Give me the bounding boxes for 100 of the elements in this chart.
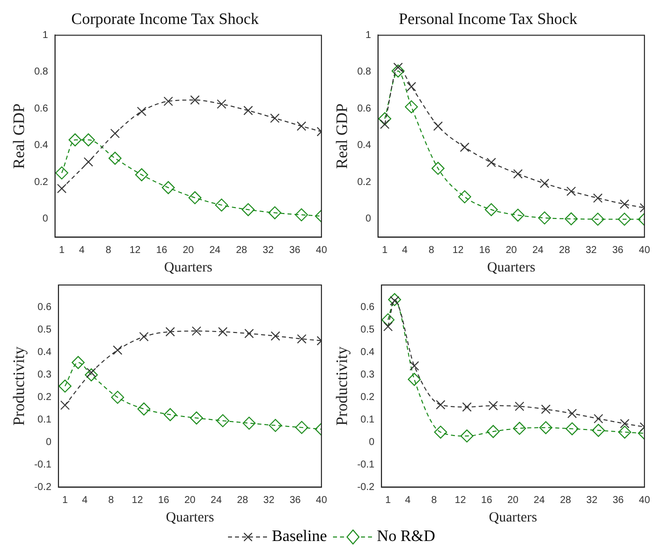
legend-label: Baseline bbox=[272, 528, 327, 546]
x-tick-label: 36 bbox=[290, 494, 302, 506]
x-axis-title: Quarters bbox=[488, 510, 538, 526]
x-tick-label: 40 bbox=[316, 494, 328, 506]
point bbox=[190, 412, 204, 425]
y-tick-label: -0.1 bbox=[357, 459, 375, 470]
x-tick-label: 28 bbox=[560, 494, 572, 506]
x-tick-label: 12 bbox=[129, 244, 141, 256]
point bbox=[460, 142, 470, 152]
point bbox=[511, 208, 524, 222]
point bbox=[162, 181, 175, 194]
point bbox=[564, 212, 578, 226]
point bbox=[57, 184, 67, 194]
x-tick-label: 8 bbox=[108, 494, 114, 506]
point bbox=[566, 186, 576, 196]
x-tick-label: 12 bbox=[454, 494, 466, 506]
point bbox=[216, 99, 226, 109]
point bbox=[404, 100, 418, 114]
point bbox=[566, 422, 579, 436]
point bbox=[108, 152, 122, 165]
point bbox=[432, 162, 445, 175]
y-tick-label: 0.4 bbox=[38, 347, 52, 358]
x-tick-label: 4 bbox=[82, 494, 88, 506]
point bbox=[84, 157, 94, 167]
y-tick-label: 0.2 bbox=[34, 176, 49, 188]
chart-title: Personal Income Tax Shock bbox=[398, 10, 578, 28]
point bbox=[618, 212, 631, 226]
point bbox=[111, 390, 124, 404]
point bbox=[296, 121, 306, 131]
chart-title: Corporate Income Tax Shock bbox=[71, 10, 259, 28]
x-tick-label: 1 bbox=[58, 244, 65, 256]
point bbox=[433, 121, 443, 131]
y-axis-title: Productivity bbox=[10, 346, 28, 426]
x-tick-label: 28 bbox=[236, 494, 249, 506]
point bbox=[295, 420, 308, 434]
point bbox=[488, 400, 498, 410]
x-tick-label: 16 bbox=[156, 244, 168, 256]
x-tick-label: 16 bbox=[479, 244, 491, 256]
x-axis-title: Quarters bbox=[166, 510, 214, 526]
point bbox=[392, 64, 405, 78]
point bbox=[215, 198, 228, 212]
point bbox=[135, 168, 148, 182]
y-tick-label: 0.6 bbox=[34, 103, 49, 114]
y-tick-label: 0.6 bbox=[357, 103, 372, 114]
y-tick-label: 0.8 bbox=[34, 66, 49, 78]
point bbox=[460, 429, 474, 442]
y-tick-label: 0.8 bbox=[357, 66, 372, 78]
y-tick-label: -0.2 bbox=[34, 482, 52, 493]
y-tick-label: 1 bbox=[366, 30, 372, 41]
x-tick-label: 32 bbox=[263, 494, 275, 506]
point bbox=[84, 368, 98, 382]
y-tick-label: -0.1 bbox=[34, 459, 52, 470]
y-tick-label: 0.1 bbox=[38, 414, 52, 426]
x-tick-label: 8 bbox=[431, 494, 438, 506]
x-tick-label: 16 bbox=[158, 494, 170, 506]
point bbox=[458, 190, 472, 204]
point bbox=[382, 313, 395, 326]
point bbox=[72, 356, 85, 370]
y-tick-label: 0 bbox=[46, 437, 52, 448]
point bbox=[137, 402, 150, 416]
y-tick-label: 0.6 bbox=[38, 302, 52, 314]
point bbox=[216, 414, 230, 428]
point bbox=[380, 120, 390, 130]
y-tick-label: 0.3 bbox=[360, 370, 375, 381]
point bbox=[60, 400, 70, 410]
point bbox=[139, 332, 149, 342]
y-tick-label: 0.1 bbox=[360, 414, 375, 426]
x-tick-label: 24 bbox=[532, 244, 544, 256]
point bbox=[591, 212, 604, 226]
x-tick-label: 20 bbox=[184, 494, 196, 506]
point bbox=[165, 326, 175, 336]
x-axis-title: Quarters bbox=[164, 260, 212, 276]
x-axis-title: Quarters bbox=[487, 260, 536, 276]
point bbox=[58, 380, 72, 393]
x-tick-label: 40 bbox=[638, 244, 650, 256]
x-tick-label: 12 bbox=[132, 494, 144, 506]
x-tick-label: 16 bbox=[481, 494, 493, 506]
point bbox=[484, 203, 498, 216]
y-tick-label: 0.2 bbox=[357, 176, 372, 188]
x-tick-label: 4 bbox=[402, 244, 408, 256]
y-tick-label: 0.2 bbox=[38, 392, 52, 404]
x-tick-label: 20 bbox=[506, 244, 518, 256]
point bbox=[296, 334, 306, 344]
x-tick-label: 4 bbox=[404, 494, 411, 506]
x-tick-label: 4 bbox=[78, 244, 85, 256]
point bbox=[567, 408, 577, 418]
x-tick-label: 32 bbox=[262, 244, 274, 256]
point bbox=[55, 166, 68, 180]
y-tick-label: 0 bbox=[368, 437, 375, 448]
point bbox=[406, 82, 416, 92]
point bbox=[434, 426, 448, 439]
point bbox=[513, 169, 523, 179]
point bbox=[514, 402, 524, 412]
y-axis-title: Productivity bbox=[334, 346, 351, 426]
x-tick-label: 36 bbox=[612, 244, 624, 256]
point bbox=[462, 402, 472, 412]
point bbox=[268, 206, 282, 220]
y-tick-label: 0.4 bbox=[34, 140, 49, 152]
point bbox=[436, 400, 446, 410]
y-tick-label: 0.2 bbox=[360, 392, 375, 404]
